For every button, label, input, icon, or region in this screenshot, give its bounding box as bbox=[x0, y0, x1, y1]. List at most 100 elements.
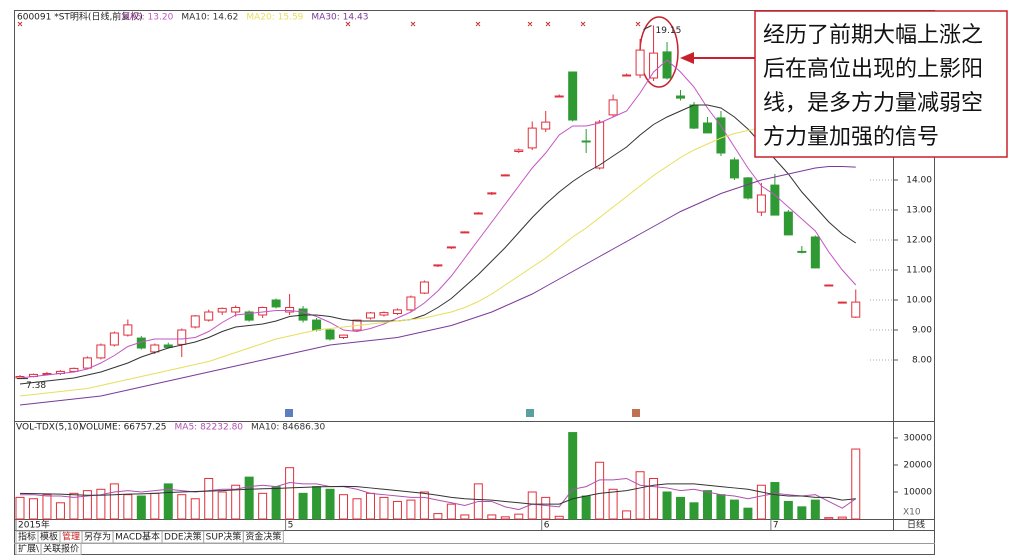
volume-bar bbox=[419, 491, 429, 520]
candle-body bbox=[379, 312, 389, 316]
volume-bar bbox=[365, 492, 375, 520]
candle-body bbox=[446, 246, 456, 249]
y-tick-label: 20000 bbox=[903, 460, 932, 470]
volume-bar bbox=[109, 483, 119, 520]
volume-bar bbox=[702, 490, 712, 520]
volume-ma-line bbox=[19, 483, 856, 505]
markers bbox=[17, 21, 641, 27]
candle-body bbox=[150, 344, 160, 353]
volume-bar bbox=[595, 461, 605, 520]
candle-body bbox=[487, 192, 497, 195]
tab[interactable]: 模板 bbox=[40, 531, 58, 543]
y-tick-label: 8.00 bbox=[912, 356, 932, 366]
volume-bar bbox=[177, 494, 187, 520]
volume-bar bbox=[514, 513, 524, 520]
candle-body bbox=[433, 264, 443, 267]
annotation-line: 后在高位出现的上影阳 bbox=[763, 57, 983, 82]
tab[interactable]: 管理 bbox=[62, 531, 80, 543]
candle-body bbox=[312, 319, 322, 331]
candle-body bbox=[325, 329, 335, 340]
volume-bar bbox=[392, 500, 402, 520]
tab[interactable]: DDE决策 bbox=[164, 531, 202, 543]
candle-body bbox=[365, 312, 375, 319]
volume-bar bbox=[123, 494, 133, 520]
volume-bar bbox=[379, 496, 389, 520]
candle-body bbox=[123, 324, 133, 336]
high-label: 19.15 bbox=[656, 26, 682, 36]
candle-body bbox=[554, 95, 564, 98]
candle-body bbox=[285, 307, 295, 313]
tab[interactable]: SUP决策 bbox=[206, 531, 242, 543]
volume-bar bbox=[136, 495, 146, 520]
volume-bar bbox=[770, 482, 780, 520]
candle-body bbox=[729, 159, 739, 179]
x-tick-label: 2015年 bbox=[18, 519, 50, 531]
ma-line bbox=[19, 104, 857, 385]
volume-bar bbox=[298, 492, 308, 520]
volume-bar bbox=[231, 484, 241, 520]
volume-bar bbox=[622, 510, 632, 520]
event-icon bbox=[632, 409, 640, 417]
low-label: 7.38 bbox=[26, 381, 46, 391]
volume-bar bbox=[716, 494, 726, 520]
y-tick-label: 9.00 bbox=[912, 326, 932, 336]
legend-entry: MA30: 14.43 bbox=[311, 13, 368, 23]
y-tick-label: 10000 bbox=[903, 487, 932, 497]
tab-border bbox=[242, 530, 284, 544]
volume-bar bbox=[312, 486, 322, 520]
volume-bar bbox=[258, 492, 268, 520]
volume-bar bbox=[487, 514, 497, 520]
candle-body bbox=[716, 117, 726, 154]
candle-body bbox=[770, 184, 780, 216]
candle-body bbox=[541, 121, 551, 130]
tab[interactable]: 指标 bbox=[18, 531, 36, 543]
volume-bar bbox=[325, 488, 335, 520]
volume-bar bbox=[15, 496, 25, 520]
candle-body bbox=[460, 231, 470, 234]
volume-bar bbox=[150, 492, 160, 520]
event-icon bbox=[526, 409, 534, 417]
candle-body bbox=[608, 99, 618, 116]
candle-body bbox=[514, 149, 524, 152]
volume-bar bbox=[689, 502, 699, 520]
candle-body bbox=[702, 122, 712, 134]
candle-body bbox=[419, 281, 429, 294]
x-tick-label: 5 bbox=[288, 521, 294, 531]
candle-body bbox=[82, 357, 92, 369]
volume-bar bbox=[28, 498, 38, 520]
tab[interactable]: 资金决策 bbox=[245, 531, 281, 543]
ma-line bbox=[19, 59, 857, 379]
volume-bar bbox=[339, 494, 349, 520]
volume-bar bbox=[568, 432, 578, 520]
volume-bar bbox=[446, 503, 456, 520]
candle-body bbox=[217, 307, 227, 313]
tab[interactable]: 另存为 bbox=[84, 531, 111, 543]
volume-bar bbox=[217, 491, 227, 520]
volume-bar bbox=[163, 483, 173, 520]
annotation-line: 线，是多方力量减弱空 bbox=[763, 91, 983, 116]
tab[interactable]: 扩展\ bbox=[18, 543, 40, 555]
y-tick-label: 12.00 bbox=[906, 236, 932, 246]
event-markers bbox=[17, 21, 641, 27]
x-tick-label: 6 bbox=[544, 521, 550, 531]
volume-bar bbox=[204, 477, 214, 520]
arrow bbox=[643, 25, 652, 30]
volume-bar bbox=[69, 492, 79, 520]
y-tick-label: 11.00 bbox=[906, 266, 932, 276]
volume-ma-line bbox=[20, 477, 857, 511]
volume-bar bbox=[676, 496, 686, 520]
volume-bar bbox=[756, 484, 766, 520]
volume-bar bbox=[608, 488, 618, 520]
candle-body bbox=[339, 334, 349, 339]
candle-body bbox=[635, 49, 645, 76]
candle-body bbox=[204, 311, 214, 321]
volume-bar bbox=[55, 502, 65, 520]
volume-title: VOL-TDX(5,10) bbox=[16, 423, 82, 433]
volume-unit: X10 bbox=[903, 508, 921, 518]
volume-bar bbox=[729, 499, 739, 520]
volume-bar bbox=[635, 471, 645, 520]
tab[interactable]: MACD基本 bbox=[115, 531, 160, 543]
tab[interactable]: 关联报价 bbox=[43, 543, 79, 555]
volume-bar bbox=[500, 516, 510, 520]
